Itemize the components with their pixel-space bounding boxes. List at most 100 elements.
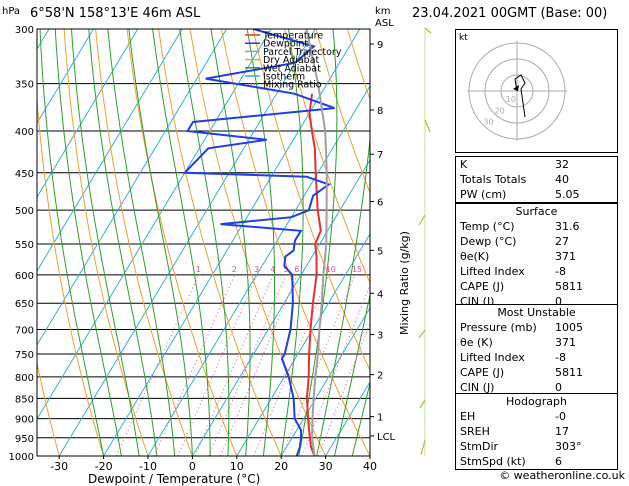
surface-row: θe(K) 371 [456,249,617,264]
dry-adiabat [95,29,193,456]
wet-adiabat [298,29,338,456]
legend-label: Isotherm [263,72,305,83]
dry-adiabat [189,29,327,456]
isotherm [0,29,5,456]
pressure-tick-label: 750 [15,350,34,361]
wet-adiabat [316,134,370,456]
mixing-ratio-label: 10 [326,265,336,274]
indices-table: K 32 Totals Totals 40 PW (cm) 5.05 [455,156,618,203]
most-unstable-label: CAPE (J) [460,366,505,379]
mixing-ratio-label: 4 [270,265,275,274]
legend-label: Parcel Trajectory [263,47,342,58]
hodograph-trace [514,74,526,118]
index-row: Totals Totals 40 [456,172,617,187]
km-tick-label: 7 [377,150,383,161]
surface-label: Temp (°C) [460,220,515,233]
hodograph-param-value: 6 [555,455,562,468]
surface-value: 5811 [555,280,583,293]
x-tick-label: 30 [319,460,333,473]
wet-adiabat [128,29,193,456]
wet-adiabat [334,292,370,456]
wind-barb [418,329,426,339]
mixing-ratio-label: 3 [254,265,259,274]
x-tick-label: -20 [95,460,113,473]
pressure-tick-label: 650 [15,299,34,310]
surface-row: Dewp (°C) 27 [456,234,617,249]
hodograph-param-label: EH [460,410,476,423]
pressure-tick-label: 1000 [9,452,34,463]
hodograph-table: Hodograph EH -0 SREH 17 StmDir 303° StmSpd (kt… [455,393,618,470]
wet-adiabat [71,29,140,456]
wet-adiabat [246,29,275,456]
surface-value: 371 [555,250,576,263]
dry-adiabat [252,29,370,372]
pressure-tick-label: 500 [15,206,34,217]
km-tick-label: 2 [377,371,383,382]
most-unstable-value: 371 [555,336,576,349]
hodograph-param-label: SREH [460,425,490,438]
wet-adiabat [107,29,176,456]
hodograph-param-label: StmSpd (kt) [460,455,526,468]
hodograph-param-value: 17 [555,425,569,438]
most-unstable-row: Pressure (mb) 1005 [456,320,617,335]
legend-label: Temperature [262,31,323,42]
asl-label: ASL [375,18,394,29]
mixing-ratio-line [153,274,236,456]
index-value: 40 [555,173,569,186]
surface-value: 31.6 [555,220,580,233]
wind-barb [418,214,426,226]
isotherm [103,29,361,456]
isotherm [236,233,370,456]
most-unstable-value: 1005 [555,321,583,334]
km-unit-label: km [375,6,391,17]
surface-label: CAPE (J) [460,280,505,293]
wind-barb [424,119,431,133]
wet-adiabat [179,29,230,456]
hodograph-param-row: SREH 17 [456,424,617,439]
mixing-ratio-line [301,283,370,456]
dry-adiabat [37,360,60,456]
dry-adiabat [158,29,282,456]
index-label: Totals Totals [460,173,527,186]
index-row: K 32 [456,157,617,172]
mixing-ratio-label: 6 [294,265,299,274]
mixing-ratio-line [317,322,370,456]
surface-table: Surface Temp (°C) 31.6 Dewp (°C) 27 θe(K) 371… [455,203,618,310]
km-tick-label: LCL [377,432,396,443]
x-axis-label: Dewpoint / Temperature (°C) [88,472,261,486]
pressure-tick-label: 600 [15,271,34,282]
most-unstable-title: Most Unstable [497,306,576,319]
isotherm [58,29,316,456]
mixing-ratio-label: 15 [352,265,362,274]
index-value: 5.05 [555,188,580,201]
x-tick-label: 10 [230,460,244,473]
isotherm [325,381,370,456]
mixing-ratio-axis-label: Mixing Ratio (g/kg) [398,231,411,335]
pressure-tick-label: 850 [15,394,34,405]
most-unstable-row: θe (K) 371 [456,335,617,350]
hodograph-param-value: -0 [555,410,566,423]
wet-adiabat [351,381,370,456]
isotherm [191,159,370,456]
pressure-tick-label: 950 [15,434,34,445]
wind-barb [424,27,432,34]
km-tick-label: 6 [377,198,383,209]
hodograph-param-value: 303° [555,440,582,453]
pressure-tick-label: 800 [15,373,34,384]
legend-label: Dry Adiabat [263,55,320,66]
km-tick-label: 4 [377,289,383,300]
wind-barb [420,439,426,456]
x-tick-label: -10 [139,460,157,473]
hodograph-ring-label: 30 [483,118,493,127]
hodograph-param-label: StmDir [460,440,499,453]
most-unstable-row: CIN (J) 0 [456,380,617,395]
mixing-ratio-line [208,274,287,456]
x-tick-label: 40 [363,460,377,473]
pressure-tick-label: 450 [15,169,34,180]
most-unstable-value: 5811 [555,366,583,379]
copyright-footer: © weatheronline.co.uk [499,469,625,482]
hodograph-param-row: StmDir 303° [456,439,617,454]
wind-barb [419,399,426,409]
most-unstable-table: Most Unstable Pressure (mb) 1005 θe (K) 371… [455,304,618,396]
